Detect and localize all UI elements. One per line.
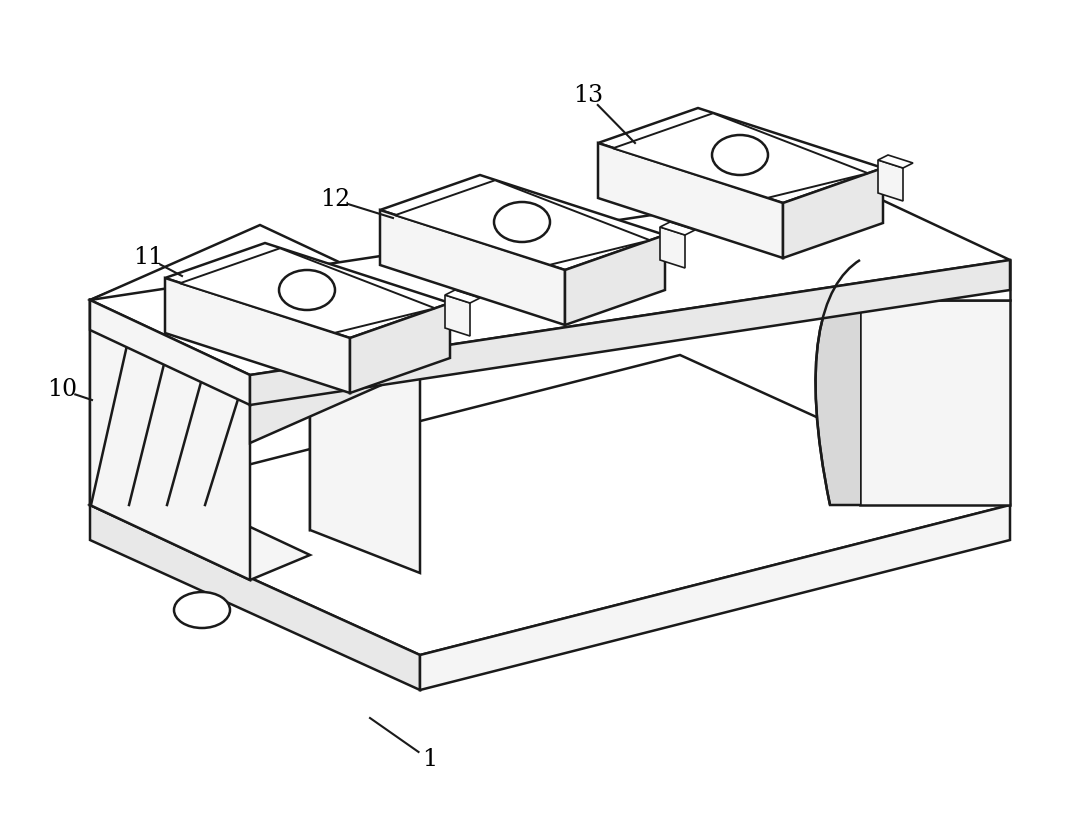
Polygon shape [90,300,250,580]
Text: 10: 10 [47,379,77,402]
Polygon shape [783,168,883,258]
Polygon shape [613,113,868,198]
Polygon shape [598,108,883,203]
Polygon shape [565,235,665,325]
Polygon shape [250,260,1010,405]
Polygon shape [879,155,913,168]
Polygon shape [310,325,420,573]
Polygon shape [380,175,665,270]
Polygon shape [860,300,1010,505]
Polygon shape [661,222,695,235]
Text: 11: 11 [133,246,164,269]
Ellipse shape [494,202,550,242]
Polygon shape [395,180,650,265]
Polygon shape [445,295,470,336]
Polygon shape [860,260,1010,300]
Polygon shape [165,278,350,393]
Polygon shape [598,143,783,258]
Ellipse shape [279,270,335,310]
Polygon shape [165,243,450,338]
Polygon shape [90,505,420,690]
Ellipse shape [174,592,230,628]
Polygon shape [661,227,685,268]
Polygon shape [445,290,480,303]
Polygon shape [250,300,420,443]
Text: 13: 13 [573,84,603,107]
Polygon shape [879,160,903,201]
Polygon shape [180,248,435,333]
PathPatch shape [815,260,860,505]
Text: 12: 12 [319,189,350,211]
Polygon shape [90,225,420,375]
Polygon shape [90,355,1010,655]
Polygon shape [310,305,360,530]
Polygon shape [380,210,565,325]
Text: 1: 1 [423,749,437,772]
Ellipse shape [712,135,768,175]
Polygon shape [420,505,1010,690]
Polygon shape [350,303,450,393]
Polygon shape [90,275,150,505]
Polygon shape [90,480,310,580]
Polygon shape [90,300,250,405]
Polygon shape [90,185,1010,375]
